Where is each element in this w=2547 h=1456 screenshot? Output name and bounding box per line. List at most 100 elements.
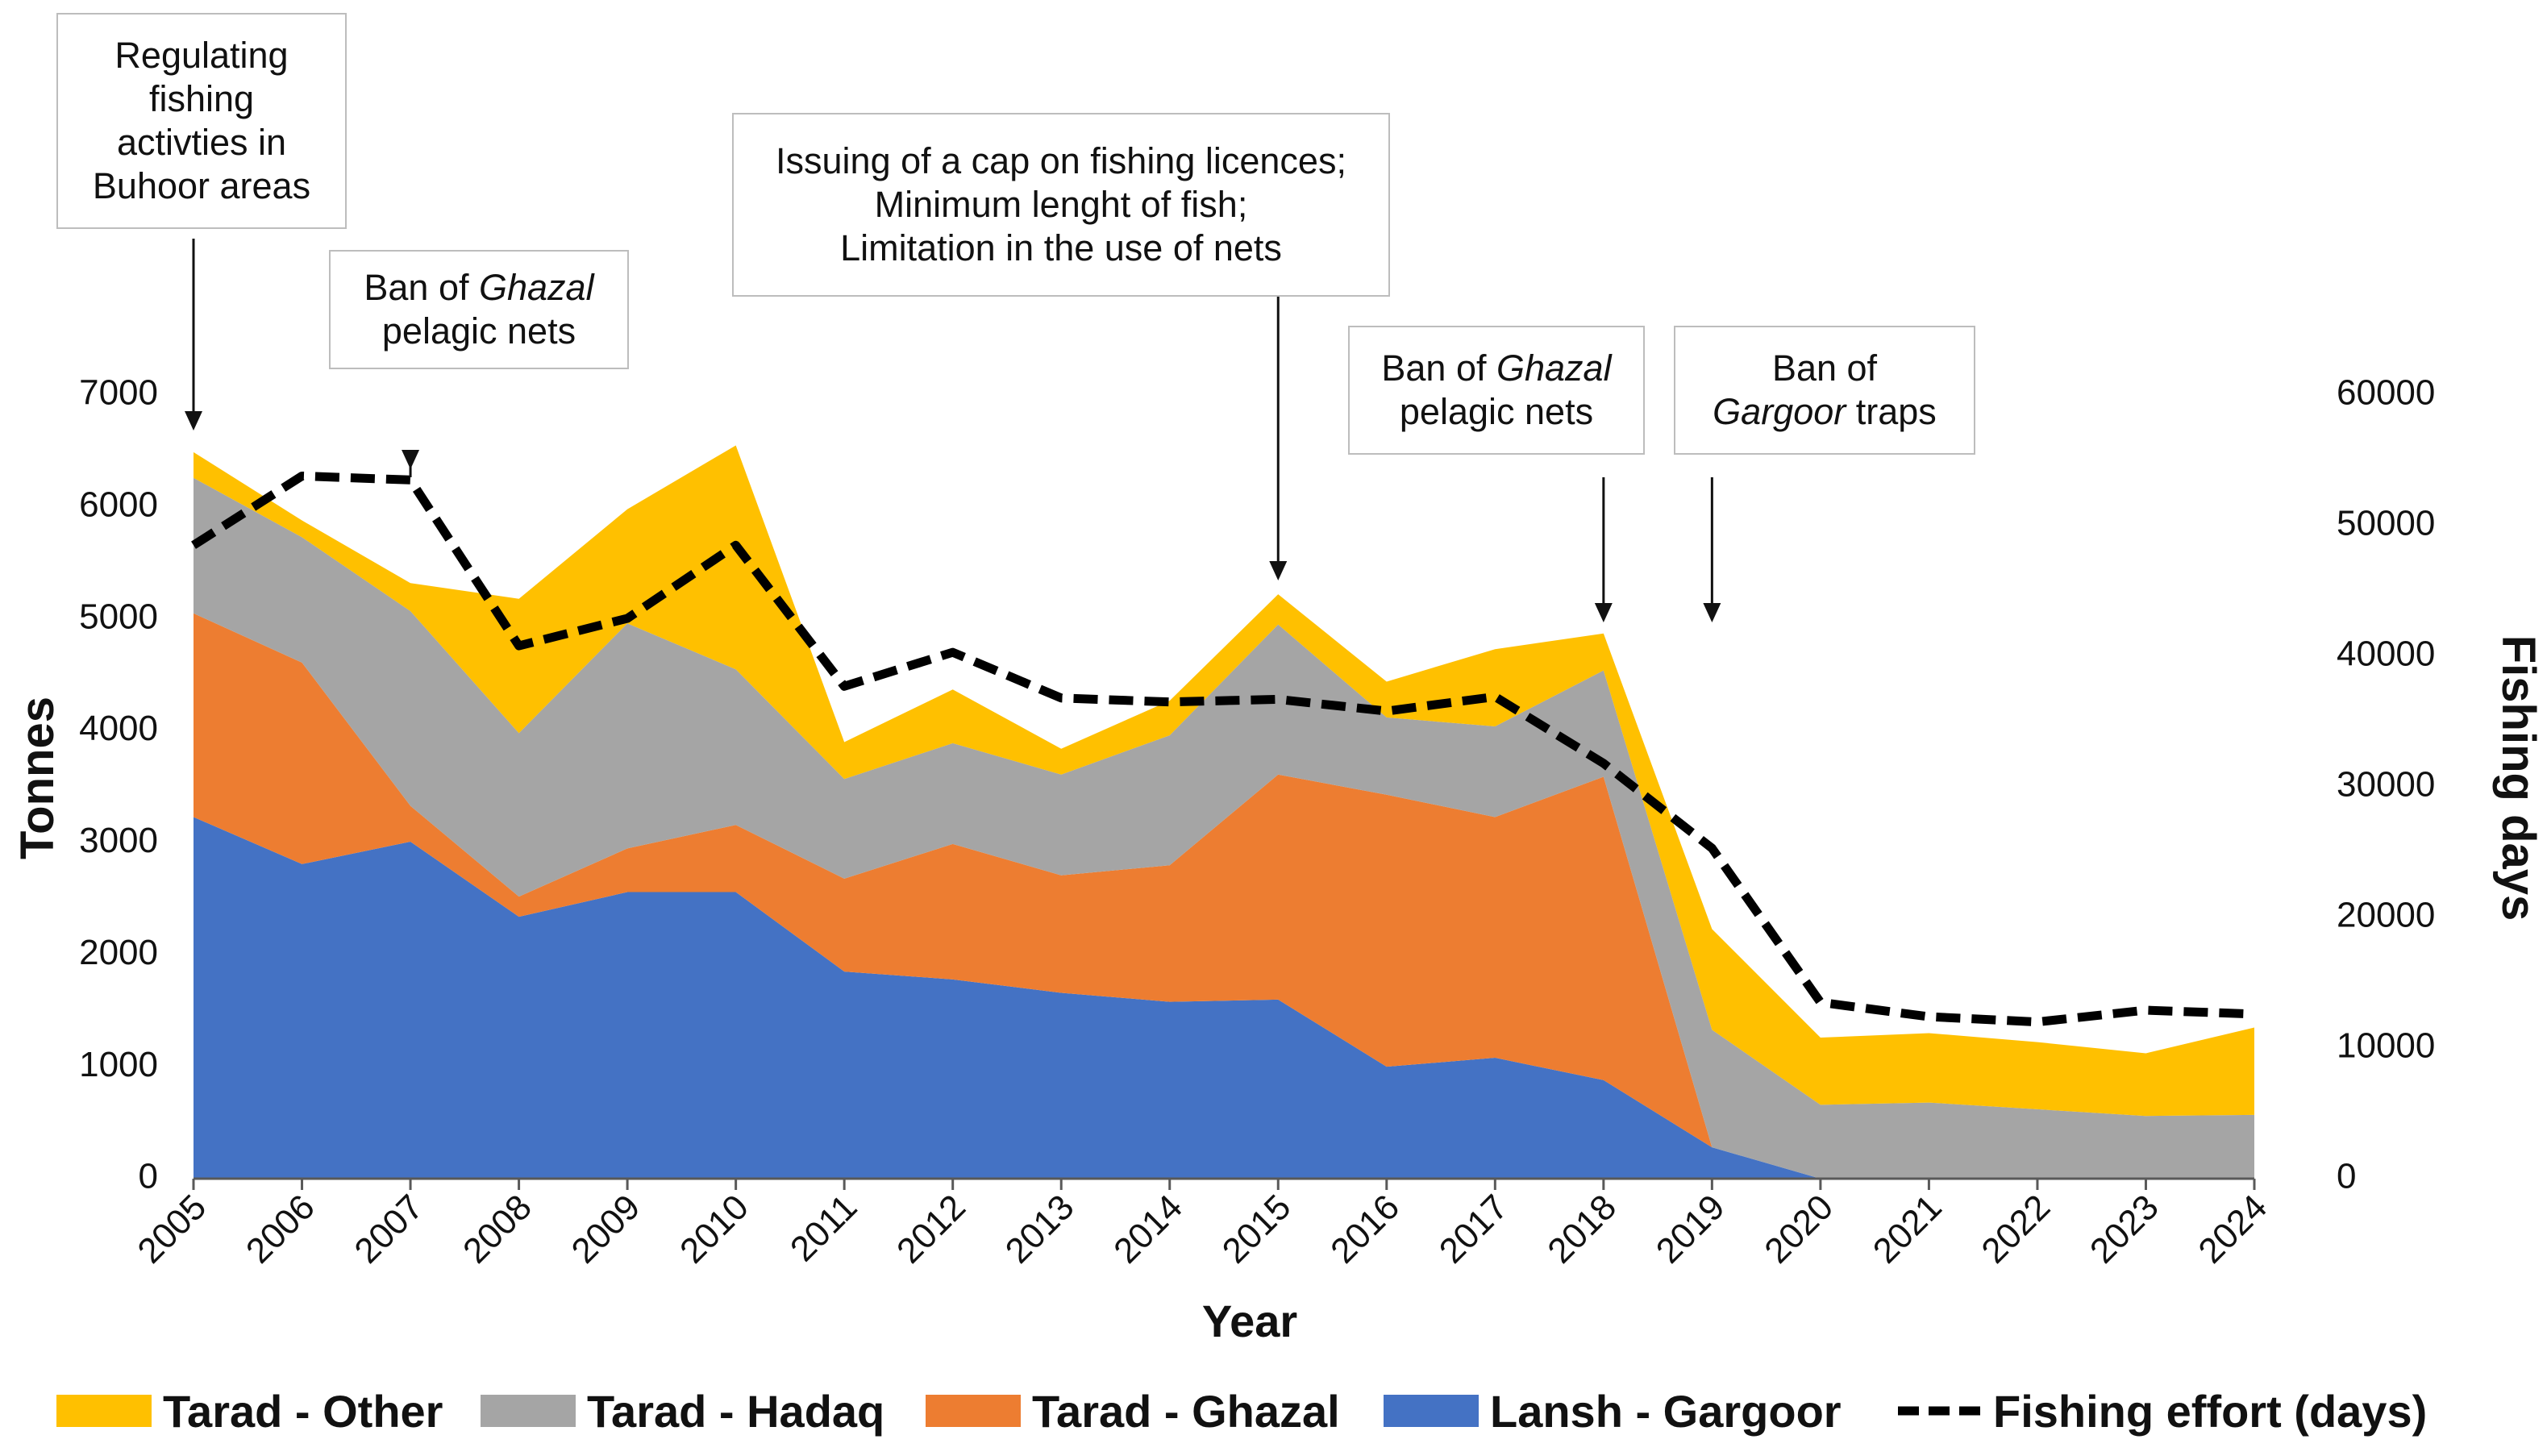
annotation-box-2019: Ban of Gargoor traps [1674,326,1975,455]
area-lansh-gargoor [194,817,2254,1179]
x-tick-label: 2024 [2191,1188,2274,1271]
x-tick-label: 2019 [1649,1188,1733,1271]
y2-tick-label: 10000 [2337,1026,2435,1066]
legend-item-lansh-gargoor: Lansh - Gargoor [1384,1386,1842,1437]
annotation-box-2005: Regulating fishing activties in Buhoor area… [56,13,347,229]
y-axis-title: Tonnes [11,697,64,859]
annotation-text: Buhoor areas [92,165,311,206]
y2-tick-label: 0 [2337,1157,2356,1196]
legend-item-tarad-hadaq: Tarad - Hadaq [481,1386,884,1437]
annotation-arrowhead-2005 [185,411,202,431]
y2-tick-label: 30000 [2337,765,2435,805]
annotation-text: Ban of [1771,347,1878,389]
x-tick-labels: 2005 2006 2007 2008 2009 2010 2011 2012 2013 2014… [130,1188,2274,1271]
annotation-line: pelagic nets [382,310,576,353]
y-tick-label: 7000 [79,373,158,413]
annotation-line: Gargoor traps [1713,390,1937,434]
axes [192,1177,2256,1190]
annotation-line: Minimum lenght of fish; [875,183,1248,227]
x-tick-label: 2013 [998,1188,1082,1271]
annotation-arrowhead-2007 [402,450,420,469]
x-tick-label: 2011 [783,1188,865,1270]
x-tick-label: 2010 [672,1188,756,1271]
legend-item-fishing-effort: Fishing effort (days) [1895,1386,2427,1437]
x-tick-label: 2021 [1866,1188,1950,1271]
annotation-text: Issuing of a cap on fishing licences; [776,140,1346,181]
y-tick-label: 3000 [79,821,158,860]
annotation-arrowhead-2018 [1594,603,1613,622]
x-tick-label: 2022 [1974,1188,2058,1271]
x-tick-label: 2008 [456,1188,539,1271]
x-axis-title: Year [1202,1296,1297,1346]
y-tick-label: 4000 [79,709,158,748]
annotation-line: fishing [149,77,254,121]
annotation-line: Regulating [114,34,288,77]
legend-swatch-tarad-ghazal [926,1395,1021,1427]
x-tick-label: 2018 [1540,1188,1624,1271]
legend-swatch-lansh-gargoor [1384,1395,1479,1427]
annotation-line: Ban of [1772,347,1877,390]
y-tick-label: 2000 [79,933,158,972]
x-tick-label: 2015 [1215,1188,1299,1271]
annotation-line: Ban of Ghazal [364,266,593,310]
x-tick-label: 2012 [889,1188,973,1271]
y2-tick-label: 40000 [2337,634,2435,674]
legend-swatch-fishing-effort [1895,1395,1990,1427]
legend-label-tarad-other: Tarad - Other [163,1385,443,1437]
annotation-line: activties in [117,121,286,164]
annotation-text: pelagic nets [381,310,576,352]
x-tick-label: 2014 [1106,1188,1190,1271]
annotation-italic-text: Ghazal [1496,347,1612,389]
legend-label-fishing-effort: Fishing effort (days) [1993,1385,2428,1437]
y-tick-labels: 0 1000 2000 3000 4000 5000 6000 7000 [79,373,158,1196]
legend-swatch-tarad-hadaq [481,1395,576,1427]
y-tick-label: 1000 [79,1045,158,1084]
line-fishing-effort [191,471,2255,1027]
area-tarad-other [194,445,2254,1117]
legend-swatch-tarad-other [56,1395,152,1427]
annotation-text: activties in [116,122,287,163]
y-tick-label: 6000 [79,485,158,524]
annotation-line: Limitation in the use of nets [840,227,1282,270]
effort-line-group [191,471,2255,1027]
y2-axis-title: Fishing days [2492,635,2545,921]
annotation-box-2007: Ban of Ghazal pelagic nets [329,250,629,369]
annotation-text: pelagic nets [1399,391,1594,432]
annotation-text: Regulating [114,35,289,76]
legend-item-tarad-ghazal: Tarad - Ghazal [926,1386,1340,1437]
annotation-text: Limitation in the use of nets [840,227,1282,268]
annotation-line: Ban of Ghazal [1381,347,1611,390]
annotation-arrowhead-2015 [1269,561,1288,580]
annotation-text: Ban of [364,267,479,308]
x-tick-label: 2006 [239,1188,323,1271]
annotation-line: Buhoor areas [93,164,310,208]
x-tick-label: 2005 [130,1188,214,1271]
x-tick-label: 2023 [2083,1188,2166,1271]
annotation-text: traps [1846,391,1937,432]
x-tick-label: 2017 [1432,1188,1516,1271]
annotation-line: Issuing of a cap on fishing licences; [776,139,1346,183]
annotation-line: pelagic nets [1400,390,1593,434]
y2-tick-label: 50000 [2337,504,2435,543]
annotation-text: fishing [148,78,255,119]
annotation-box-2018: Ban of Ghazal pelagic nets [1348,326,1645,455]
legend-label-tarad-hadaq: Tarad - Hadaq [587,1385,885,1437]
legend-label-tarad-ghazal: Tarad - Ghazal [1032,1385,1340,1437]
annotation-italic-text: Ghazal [479,267,594,308]
x-tick-label: 2020 [1757,1188,1841,1271]
y-tick-label: 0 [139,1157,158,1196]
stacked-areas [194,445,2254,1179]
x-tick-label: 2016 [1323,1188,1407,1271]
legend-item-tarad-other: Tarad - Other [56,1386,443,1437]
annotation-box-2015: Issuing of a cap on fishing licences; Min… [732,113,1390,297]
annotation-italic-text: Gargoor [1713,391,1846,432]
y2-tick-label: 20000 [2337,896,2435,935]
annotation-text: Ban of [1381,347,1496,389]
x-tick-label: 2009 [564,1188,648,1271]
area-tarad-hadaq [194,477,2254,1179]
legend-label-lansh-gargoor: Lansh - Gargoor [1490,1385,1842,1437]
y-tick-label: 5000 [79,597,158,636]
y2-tick-label: 60000 [2337,373,2435,413]
y2-tick-labels: 0 10000 20000 30000 40000 50000 60000 [2337,373,2435,1196]
